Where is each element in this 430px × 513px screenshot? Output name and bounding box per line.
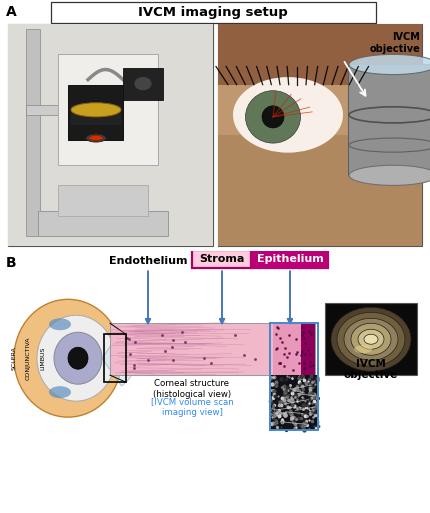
Ellipse shape — [233, 77, 343, 153]
Text: IVCM imaging setup: IVCM imaging setup — [138, 6, 288, 18]
Bar — [325, 303, 417, 375]
Bar — [270, 323, 318, 430]
Bar — [38, 211, 168, 236]
Ellipse shape — [344, 318, 398, 360]
Text: Endothelium: Endothelium — [109, 256, 187, 266]
Bar — [104, 334, 126, 382]
Bar — [68, 85, 123, 140]
Text: Stroma: Stroma — [200, 254, 245, 264]
Ellipse shape — [246, 91, 301, 143]
Bar — [218, 24, 422, 135]
Ellipse shape — [349, 54, 430, 74]
Text: A: A — [6, 5, 17, 19]
Text: SCLERA: SCLERA — [12, 346, 16, 370]
FancyBboxPatch shape — [252, 250, 328, 268]
Text: B: B — [6, 256, 17, 270]
Ellipse shape — [89, 135, 103, 141]
Bar — [26, 105, 96, 115]
Bar — [218, 135, 422, 246]
Bar — [218, 24, 422, 246]
Ellipse shape — [364, 334, 378, 344]
Text: IVCM
objective: IVCM objective — [344, 359, 398, 380]
Bar — [8, 24, 213, 246]
Text: [IVCM volume scan
imaging view]: [IVCM volume scan imaging view] — [150, 397, 233, 417]
Ellipse shape — [54, 332, 102, 384]
Ellipse shape — [358, 329, 384, 349]
Ellipse shape — [14, 299, 122, 417]
Bar — [270, 375, 318, 430]
Text: Corneal structure
(histological view): Corneal structure (histological view) — [153, 379, 231, 399]
Text: IVCM
objective: IVCM objective — [369, 32, 420, 54]
Bar — [8, 24, 213, 246]
Bar — [301, 323, 315, 375]
FancyBboxPatch shape — [192, 250, 251, 268]
Ellipse shape — [68, 347, 88, 369]
Ellipse shape — [49, 386, 71, 398]
Ellipse shape — [262, 106, 284, 128]
Bar — [71, 105, 121, 125]
Bar — [58, 54, 158, 165]
Ellipse shape — [49, 318, 71, 330]
Bar — [58, 185, 148, 215]
Ellipse shape — [37, 315, 115, 401]
Ellipse shape — [349, 165, 430, 185]
Bar — [273, 323, 315, 375]
Ellipse shape — [71, 103, 121, 117]
Ellipse shape — [331, 307, 411, 371]
Ellipse shape — [86, 134, 106, 142]
FancyBboxPatch shape — [50, 2, 375, 23]
Bar — [26, 29, 40, 236]
Ellipse shape — [134, 76, 152, 91]
Bar — [348, 65, 430, 175]
Ellipse shape — [354, 345, 372, 353]
Text: CONJUNCTIVA: CONJUNCTIVA — [25, 337, 31, 380]
Text: Epithelium: Epithelium — [257, 254, 323, 264]
Text: LIMBUS: LIMBUS — [40, 346, 46, 370]
Wedge shape — [102, 330, 136, 386]
Ellipse shape — [337, 312, 405, 366]
Bar — [218, 24, 422, 85]
Ellipse shape — [351, 323, 391, 355]
Bar — [123, 68, 163, 100]
Bar — [110, 323, 315, 375]
